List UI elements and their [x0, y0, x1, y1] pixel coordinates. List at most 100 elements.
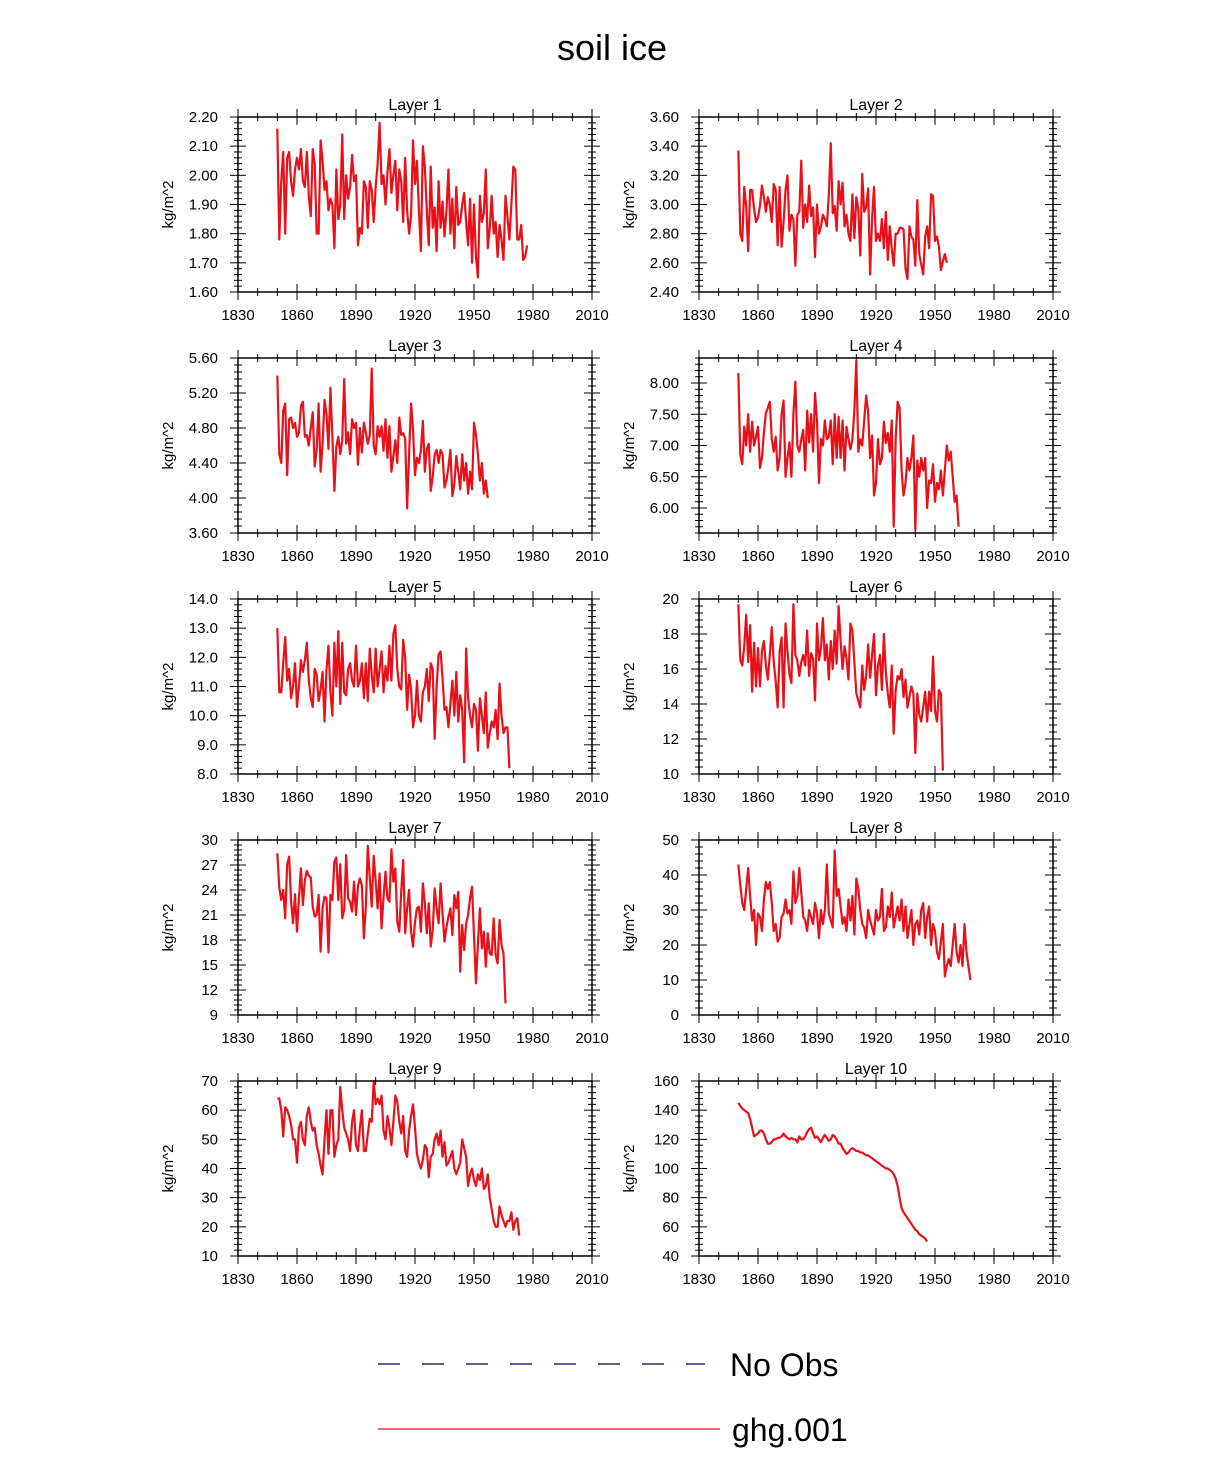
plot-frame — [698, 116, 1054, 293]
panel-layer-1: Layer 1 kg/m^2 1830 1860 1890 1920 1950 1980 201… — [160, 97, 609, 324]
x-tick-label: 1860 — [280, 548, 313, 565]
x-tick-label: 1950 — [457, 789, 490, 806]
y-tick-label: 3.60 — [650, 109, 679, 126]
x-tick-label: 1890 — [339, 548, 372, 565]
x-tick-label: 1890 — [339, 789, 372, 806]
plot-frame — [698, 1080, 1054, 1257]
y-tick-label: 1.90 — [189, 197, 218, 214]
x-tick-label: 1920 — [398, 307, 431, 324]
x-tick-label: 1950 — [457, 307, 490, 324]
legend: No Obs ghg.001 — [378, 1347, 848, 1448]
y-tick-label: 3.00 — [650, 197, 679, 214]
y-tick-label: 5.20 — [189, 385, 218, 402]
y-tick-label: 2.00 — [189, 167, 218, 184]
x-tick-label: 1980 — [516, 1030, 549, 1047]
x-tick-label: 1950 — [457, 548, 490, 565]
x-tick-label: 1980 — [516, 307, 549, 324]
x-tick-label: 1980 — [977, 307, 1010, 324]
plot-frame — [698, 839, 1054, 1016]
y-tick-label: 100 — [654, 1161, 679, 1178]
x-tick-label: 1860 — [741, 548, 774, 565]
x-tick-label: 2010 — [1036, 1271, 1069, 1288]
y-tick-label: 30 — [201, 832, 218, 849]
y-tick-label: 8.00 — [650, 375, 679, 392]
y-axis-label: kg/m^2 — [621, 904, 638, 952]
x-tick-label: 1860 — [741, 1271, 774, 1288]
x-tick-label: 1920 — [859, 1271, 892, 1288]
y-tick-label: 1.70 — [189, 255, 218, 272]
x-tick-label: 1830 — [682, 1030, 715, 1047]
y-tick-label: 27 — [201, 857, 218, 874]
panel-layer-10: Layer 10 kg/m^2 1830 1860 1890 1920 1950 1980 20… — [621, 1061, 1070, 1288]
y-tick-label: 50 — [201, 1131, 218, 1148]
series-line-ghg — [737, 359, 960, 532]
panel-title: Layer 1 — [388, 97, 441, 114]
series-line-ghg — [276, 121, 529, 279]
y-tick-label: 3.60 — [189, 525, 218, 542]
x-tick-label: 1860 — [741, 307, 774, 324]
y-axis-label: kg/m^2 — [621, 181, 638, 229]
y-tick-label: 2.60 — [650, 255, 679, 272]
y-tick-label: 2.20 — [189, 109, 218, 126]
panel-title: Layer 7 — [388, 820, 441, 837]
series-line-ghg — [276, 624, 511, 769]
y-tick-label: 120 — [654, 1131, 679, 1148]
y-tick-label: 140 — [654, 1102, 679, 1119]
plot-frame — [698, 357, 1054, 534]
x-tick-label: 1980 — [977, 789, 1010, 806]
x-tick-label: 1890 — [339, 1271, 372, 1288]
panel-title: Layer 9 — [388, 1061, 441, 1078]
x-tick-label: 1830 — [221, 789, 254, 806]
y-tick-label: 8.0 — [197, 766, 218, 783]
x-tick-label: 1950 — [918, 789, 951, 806]
y-tick-label: 21 — [201, 907, 218, 924]
x-tick-label: 1830 — [682, 307, 715, 324]
series-line-ghg — [276, 844, 507, 1004]
y-tick-label: 70 — [201, 1073, 218, 1090]
x-tick-label: 1860 — [280, 307, 313, 324]
y-tick-label: 2.40 — [650, 284, 679, 301]
y-axis-label: kg/m^2 — [621, 422, 638, 470]
y-tick-label: 60 — [662, 1219, 679, 1236]
x-tick-label: 2010 — [1036, 548, 1069, 565]
legend-no-obs-label: No Obs — [730, 1347, 838, 1383]
x-tick-label: 1950 — [918, 307, 951, 324]
y-tick-label: 160 — [654, 1073, 679, 1090]
y-tick-label: 10 — [662, 972, 679, 989]
panel-title: Layer 10 — [845, 1061, 907, 1078]
x-tick-label: 1830 — [682, 1271, 715, 1288]
x-tick-label: 1980 — [516, 1271, 549, 1288]
y-tick-label: 18 — [662, 626, 679, 643]
series-line-ghg — [737, 849, 972, 981]
x-tick-label: 1950 — [918, 1271, 951, 1288]
series-line-ghg — [737, 1102, 929, 1243]
x-tick-label: 1950 — [457, 1271, 490, 1288]
y-tick-label: 3.20 — [650, 167, 679, 184]
x-tick-label: 1950 — [457, 1030, 490, 1047]
y-tick-label: 0 — [671, 1007, 679, 1024]
y-tick-label: 7.50 — [650, 406, 679, 423]
y-tick-label: 9.0 — [197, 737, 218, 754]
x-tick-label: 1830 — [682, 548, 715, 565]
panel-title: Layer 6 — [849, 579, 902, 596]
series-line-ghg — [737, 603, 944, 771]
x-tick-label: 1890 — [800, 307, 833, 324]
y-axis-label: kg/m^2 — [621, 1145, 638, 1193]
y-tick-label: 15 — [201, 957, 218, 974]
y-tick-label: 40 — [201, 1161, 218, 1178]
y-tick-label: 14.0 — [189, 591, 218, 608]
x-tick-label: 1860 — [741, 789, 774, 806]
panel-title: Layer 4 — [849, 338, 902, 355]
y-tick-label: 80 — [662, 1190, 679, 1207]
y-tick-label: 60 — [201, 1102, 218, 1119]
y-tick-label: 20 — [662, 591, 679, 608]
y-tick-label: 2.80 — [650, 226, 679, 243]
y-tick-label: 1.80 — [189, 226, 218, 243]
x-tick-label: 2010 — [575, 1271, 608, 1288]
x-tick-label: 1920 — [398, 1030, 431, 1047]
y-tick-label: 24 — [201, 882, 218, 899]
y-tick-label: 1.60 — [189, 284, 218, 301]
